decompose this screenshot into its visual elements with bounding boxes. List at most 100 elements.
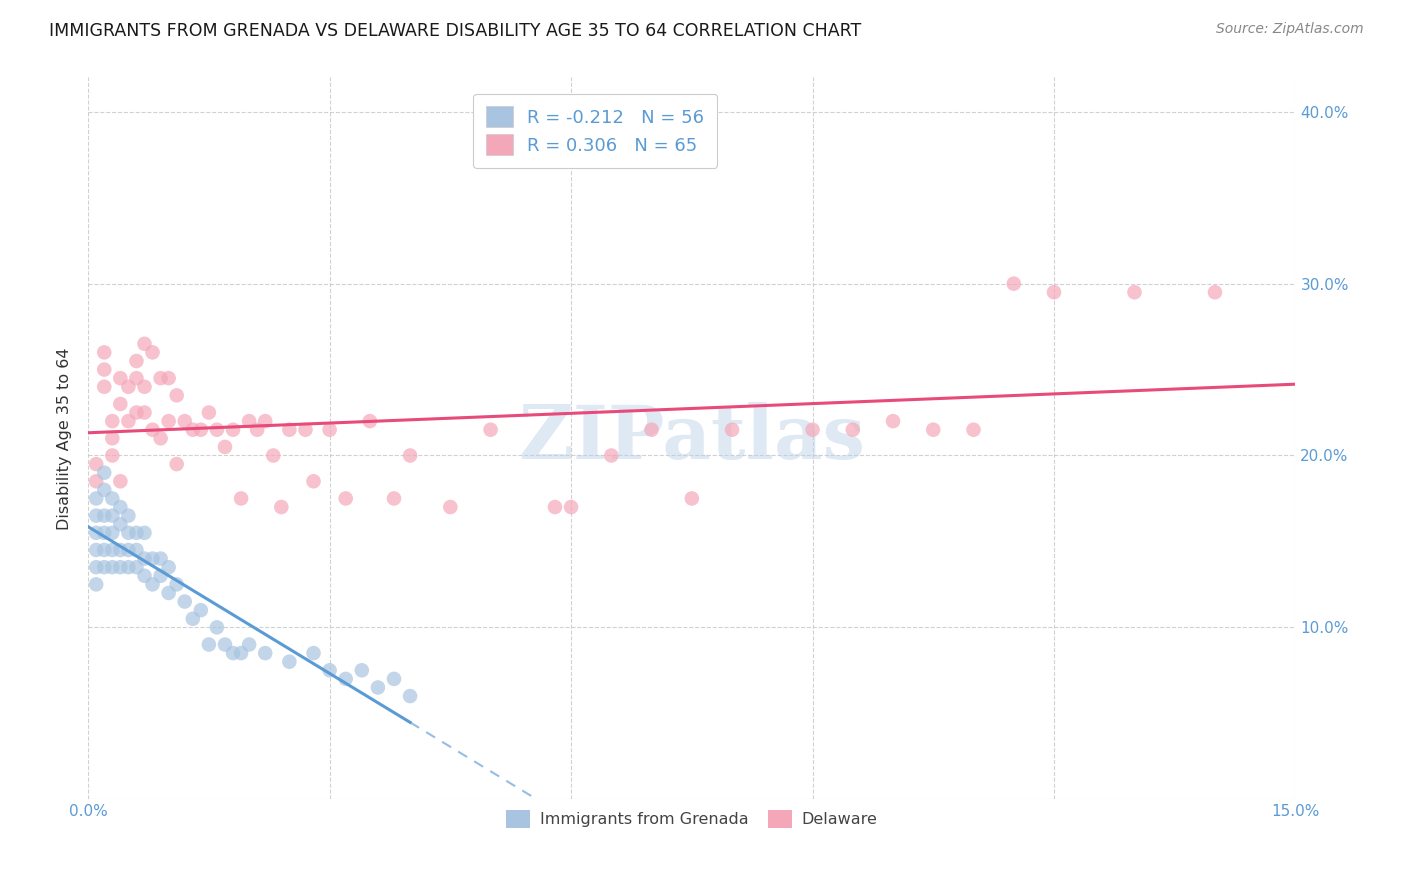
Point [117, 414, 139, 428]
Point [101, 491, 124, 506]
Point [214, 440, 236, 454]
Point [367, 681, 389, 695]
Point [262, 449, 284, 463]
Point [134, 336, 156, 351]
Text: ZIPatlas: ZIPatlas [519, 401, 865, 475]
Point [1204, 285, 1226, 300]
Point [134, 568, 156, 582]
Point [238, 638, 260, 652]
Point [302, 475, 325, 489]
Point [84, 525, 107, 540]
Point [560, 500, 582, 514]
Point [117, 380, 139, 394]
Point [93, 345, 115, 359]
Point [721, 423, 744, 437]
Point [190, 603, 212, 617]
Text: IMMIGRANTS FROM GRENADA VS DELAWARE DISABILITY AGE 35 TO 64 CORRELATION CHART: IMMIGRANTS FROM GRENADA VS DELAWARE DISA… [49, 22, 862, 40]
Point [125, 371, 148, 385]
Point [278, 655, 301, 669]
Point [640, 423, 662, 437]
Point [134, 405, 156, 419]
Point [922, 423, 945, 437]
Point [962, 423, 984, 437]
Point [110, 475, 132, 489]
Point [198, 405, 221, 419]
Point [110, 543, 132, 558]
Point [157, 560, 180, 574]
Point [270, 500, 292, 514]
Point [302, 646, 325, 660]
Point [382, 491, 405, 506]
Point [93, 483, 115, 497]
Y-axis label: Disability Age 35 to 64: Disability Age 35 to 64 [58, 347, 72, 530]
Point [439, 500, 461, 514]
Point [1002, 277, 1025, 291]
Point [110, 560, 132, 574]
Point [93, 466, 115, 480]
Legend: Immigrants from Grenada, Delaware: Immigrants from Grenada, Delaware [501, 804, 883, 835]
Point [93, 560, 115, 574]
Point [382, 672, 405, 686]
Point [882, 414, 904, 428]
Point [205, 620, 228, 634]
Point [93, 525, 115, 540]
Point [238, 414, 260, 428]
Point [134, 551, 156, 566]
Point [600, 449, 623, 463]
Point [222, 646, 245, 660]
Point [141, 423, 163, 437]
Point [125, 560, 148, 574]
Point [149, 431, 172, 445]
Point [141, 577, 163, 591]
Point [1043, 285, 1066, 300]
Point [117, 543, 139, 558]
Point [544, 500, 567, 514]
Point [141, 345, 163, 359]
Point [157, 586, 180, 600]
Point [181, 612, 204, 626]
Point [84, 457, 107, 471]
Point [318, 423, 340, 437]
Point [149, 568, 172, 582]
Point [318, 663, 340, 677]
Point [173, 414, 195, 428]
Point [681, 491, 703, 506]
Point [190, 423, 212, 437]
Text: Source: ZipAtlas.com: Source: ZipAtlas.com [1216, 22, 1364, 37]
Point [101, 525, 124, 540]
Point [166, 388, 188, 402]
Point [101, 560, 124, 574]
Point [110, 517, 132, 532]
Point [84, 508, 107, 523]
Point [93, 508, 115, 523]
Point [149, 551, 172, 566]
Point [229, 646, 252, 660]
Point [84, 543, 107, 558]
Point [173, 594, 195, 608]
Point [801, 423, 824, 437]
Point [141, 551, 163, 566]
Point [117, 560, 139, 574]
Point [350, 663, 373, 677]
Point [399, 449, 422, 463]
Point [101, 543, 124, 558]
Point [166, 577, 188, 591]
Point [101, 508, 124, 523]
Point [84, 560, 107, 574]
Point [399, 689, 422, 703]
Point [93, 362, 115, 376]
Point [101, 449, 124, 463]
Point [101, 414, 124, 428]
Point [246, 423, 269, 437]
Point [254, 646, 277, 660]
Point [84, 475, 107, 489]
Point [842, 423, 865, 437]
Point [166, 457, 188, 471]
Point [181, 423, 204, 437]
Point [479, 423, 502, 437]
Point [84, 577, 107, 591]
Point [335, 491, 357, 506]
Point [125, 525, 148, 540]
Point [294, 423, 316, 437]
Point [149, 371, 172, 385]
